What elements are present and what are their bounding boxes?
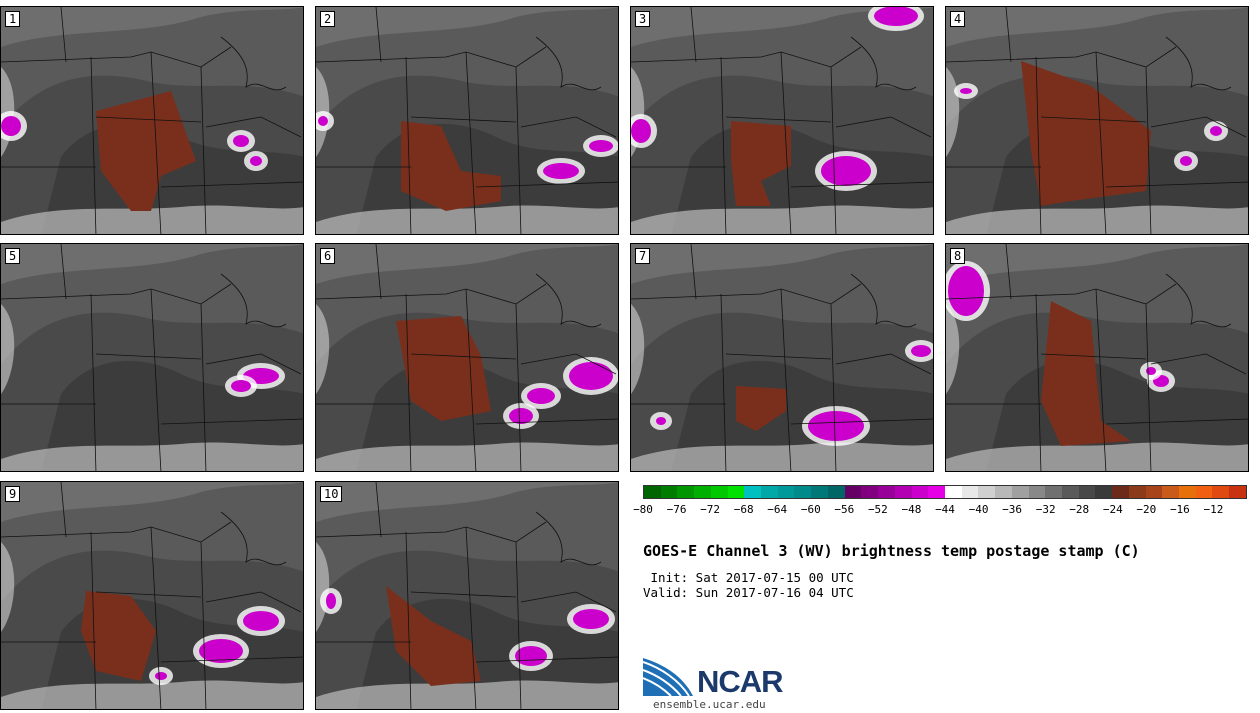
- member-panel-4: 4: [945, 6, 1249, 235]
- colorbar-segment: [1145, 486, 1163, 498]
- colorbar-segment: [1028, 486, 1046, 498]
- colorbar-segment: [677, 486, 695, 498]
- colorbar-tick-label: −24: [1102, 503, 1123, 516]
- colorbar-segment: [811, 486, 828, 498]
- panel-number: 6: [320, 248, 336, 264]
- member-panel-3: 3: [630, 6, 934, 235]
- colorbar-segment: [1112, 486, 1129, 498]
- member-panel-10: 10: [315, 481, 619, 710]
- colorbar-segment: [961, 486, 979, 498]
- panel-number: 2: [320, 11, 336, 27]
- colorbar-tick-label: −28: [1069, 503, 1090, 516]
- colorbar-segment: [1229, 486, 1246, 498]
- colorbar-segment: [928, 486, 945, 498]
- panel-number: 4: [950, 11, 966, 27]
- valid-time: Valid: Sun 2017-07-16 04 UTC: [643, 585, 854, 600]
- colorbar: [643, 485, 1247, 499]
- colorbar-tick-label: −72: [700, 503, 721, 516]
- colorbar-segment: [1011, 486, 1029, 498]
- member-panel-2: 2: [315, 6, 619, 235]
- colorbar-segment: [911, 486, 929, 498]
- colorbar-segment: [694, 486, 711, 498]
- colorbar-tick-label: −56: [834, 503, 855, 516]
- panel-number: 1: [5, 11, 21, 27]
- colorbar-segment: [1212, 486, 1230, 498]
- colorbar-tick-label: −64: [767, 503, 788, 516]
- colorbar-segment: [944, 486, 962, 498]
- colorbar-tick-label: −36: [1002, 503, 1023, 516]
- colorbar-segment: [844, 486, 862, 498]
- colorbar-segment: [1162, 486, 1179, 498]
- member-panel-6: 6: [315, 243, 619, 472]
- panel-number: 8: [950, 248, 966, 264]
- member-panel-1: 1: [0, 6, 304, 235]
- colorbar-segment: [660, 486, 678, 498]
- colorbar-segment: [1078, 486, 1096, 498]
- chart-title: GOES-E Channel 3 (WV) brightness temp po…: [643, 542, 1140, 560]
- colorbar-tick-label: −16: [1169, 503, 1190, 516]
- colorbar-tick-label: −52: [867, 503, 888, 516]
- colorbar-segment: [1061, 486, 1079, 498]
- colorbar-tick-label: −44: [935, 503, 955, 516]
- colorbar-tick-label: −48: [901, 503, 922, 516]
- colorbar-segment: [644, 486, 661, 498]
- colorbar-segment: [978, 486, 996, 498]
- member-panel-7: 7: [630, 243, 934, 472]
- init-time: Init: Sat 2017-07-15 00 UTC: [643, 570, 854, 585]
- colorbar-segment: [878, 486, 895, 498]
- panel-number: 3: [635, 11, 651, 27]
- colorbar-tick-label: −40: [968, 503, 989, 516]
- colorbar-tick-label: −20: [1136, 503, 1157, 516]
- panel-number: 7: [635, 248, 651, 264]
- colorbar-segment: [777, 486, 795, 498]
- colorbar-tick-label: −12: [1203, 503, 1224, 516]
- colorbar-segment: [794, 486, 812, 498]
- member-panel-8: 8: [945, 243, 1249, 472]
- logo-text: NCAR: [697, 664, 784, 699]
- colorbar-segment: [1095, 486, 1113, 498]
- ncar-logo-icon: [643, 658, 693, 697]
- colorbar-segment: [861, 486, 879, 498]
- colorbar-tick-label: −76: [666, 503, 687, 516]
- colorbar-segment: [995, 486, 1012, 498]
- colorbar-tick-label: −68: [733, 503, 754, 516]
- panel-number: 10: [320, 486, 343, 502]
- colorbar-segment: [827, 486, 845, 498]
- colorbar-tick-labels: −80 −76 −72 −68 −64 −60 −56 −52 −48 −44 −40 −36 −32−…: [633, 503, 1247, 517]
- run-times: Init: Sat 2017-07-15 00 UTC Valid: Sun 2…: [643, 570, 854, 600]
- member-panel-5: 5: [0, 243, 304, 472]
- member-panel-9: 9: [0, 481, 304, 710]
- colorbar-segment: [1128, 486, 1146, 498]
- panel-number: 5: [5, 248, 21, 264]
- colorbar-segment: [761, 486, 778, 498]
- colorbar-segment: [1045, 486, 1062, 498]
- colorbar-segment: [894, 486, 912, 498]
- colorbar-segment: [744, 486, 762, 498]
- panel-number: 9: [5, 486, 21, 502]
- colorbar-tick-label: −32: [1035, 503, 1056, 516]
- logo-url: ensemble.ucar.edu: [653, 698, 766, 711]
- colorbar-segment: [710, 486, 728, 498]
- colorbar-segment: [1195, 486, 1213, 498]
- colorbar-segment: [727, 486, 745, 498]
- colorbar-tick-label: −60: [800, 503, 821, 516]
- colorbar-tick-label: −80: [633, 503, 653, 516]
- colorbar-segment: [1179, 486, 1196, 498]
